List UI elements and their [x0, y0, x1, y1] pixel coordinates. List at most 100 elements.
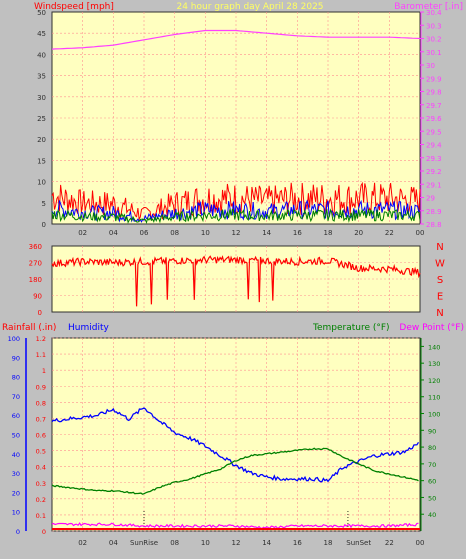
humidity-tick-label: 40 [12, 451, 20, 459]
temperature-tick-label: 120 [428, 377, 440, 385]
temperature-tick-label: 50 [428, 494, 436, 502]
rain-tick-label: 0 [42, 528, 46, 536]
climate-x-tick-label: 00 [416, 539, 425, 547]
climate-x-tick-label: 10 [201, 539, 210, 547]
temperature-tick-label: 40 [428, 511, 436, 519]
humidity-tick-label: 90 [12, 354, 20, 362]
barometer-tick-label: 29.3 [426, 155, 442, 163]
rain-tick-label: 0.5 [36, 448, 46, 456]
climate-x-tick-label: 04 [109, 539, 118, 547]
windspeed-tick-label: 25 [37, 115, 46, 123]
rain-tick-label: 1 [42, 367, 46, 375]
windspeed-tick-label: 10 [37, 179, 46, 187]
barometer-tick-label: 29.6 [426, 115, 442, 123]
rain-tick-label: 1.2 [36, 335, 46, 343]
rain-tick-label: 0.8 [36, 399, 46, 407]
direction-tick-label: 360 [29, 243, 42, 251]
barometer-tick-label: 29.2 [426, 168, 442, 176]
temperature-tick-label: 80 [428, 444, 436, 452]
temperature-legend-label: Temperature (°F) [312, 323, 390, 333]
barometer-axis-title: Barometer [.in] [394, 2, 463, 12]
windspeed-axis-title: Windspeed [mph] [34, 2, 114, 12]
direction-tick-label: 0 [38, 309, 42, 317]
climate-x-tick-label: 14 [262, 539, 271, 547]
rain-tick-label: 0.7 [36, 415, 46, 423]
windspeed-tick-label: 30 [37, 94, 46, 102]
humidity-tick-label: 10 [12, 509, 20, 517]
humidity-tick-label: 50 [12, 432, 20, 440]
climate-x-tick-label: 08 [170, 539, 179, 547]
climate-x-tick-label: SunSet [346, 539, 371, 547]
barometer-tick-label: 29.8 [426, 89, 442, 97]
climate-x-tick-label: 16 [293, 539, 302, 547]
rain-tick-label: 0.9 [36, 383, 46, 391]
barometer-tick-label: 30.4 [426, 9, 442, 17]
compass-label: E [437, 292, 443, 303]
graph-title: 24 hour graph day April 28 2025 [176, 2, 323, 12]
climate-x-tick-label: 12 [232, 539, 241, 547]
windspeed-tick-label: 35 [37, 73, 46, 81]
windspeed-tick-label: 0 [42, 221, 46, 229]
climate-x-tick-label: 18 [324, 539, 333, 547]
climate-x-tick-label: SunRise [130, 539, 158, 547]
dewpoint-series-line [51, 522, 419, 530]
compass-label: N [436, 242, 443, 253]
wind-x-tick-label: 22 [385, 229, 394, 237]
wind-x-tick-label: 18 [324, 229, 333, 237]
humidity-legend-label: Humidity [68, 323, 109, 333]
temperature-tick-label: 130 [428, 360, 440, 368]
barometer-tick-label: 29.4 [426, 142, 442, 150]
barometer-tick-label: 29.7 [426, 102, 442, 110]
direction-tick-label: 90 [33, 293, 42, 301]
wind-x-tick-label: 02 [78, 229, 87, 237]
wind-x-tick-label: 12 [232, 229, 241, 237]
climate-x-tick-label: 22 [385, 539, 394, 547]
direction-tick-label: 180 [29, 276, 42, 284]
barometer-tick-label: 28.8 [426, 221, 442, 229]
windspeed-tick-label: 20 [37, 136, 46, 144]
wind-x-tick-label: 00 [416, 229, 425, 237]
barometer-tick-label: 29 [426, 195, 435, 203]
barometer-tick-label: 29.5 [426, 128, 442, 136]
barometer-tick-label: 30.3 [426, 22, 442, 30]
barometer-tick-label: 29.1 [426, 181, 442, 189]
rain-tick-label: 0.1 [36, 512, 46, 520]
barometer-tick-label: 30 [426, 62, 435, 70]
temperature-tick-label: 70 [428, 461, 436, 469]
temperature-tick-label: 60 [428, 478, 436, 486]
rainfall-legend-label: Rainfall (.in) [2, 323, 56, 333]
rain-tick-label: 0.4 [36, 464, 46, 472]
wind-x-tick-label: 10 [201, 229, 210, 237]
climate-x-tick-label: 02 [78, 539, 87, 547]
wind-x-tick-label: 16 [293, 229, 302, 237]
rain-tick-label: 0.2 [36, 496, 46, 504]
temperature-tick-label: 110 [428, 394, 440, 402]
wind-x-tick-label: 08 [170, 229, 179, 237]
barometer-tick-label: 28.9 [426, 208, 442, 216]
windspeed-tick-label: 45 [37, 30, 46, 38]
rain-tick-label: 0.6 [36, 432, 46, 440]
compass-label: N [436, 308, 443, 319]
humidity-tick-label: 20 [12, 489, 20, 497]
compass-label: W [435, 259, 445, 270]
wind-average-trace [51, 208, 421, 224]
wind-x-tick-label: 20 [354, 229, 363, 237]
direction-tick-label: 270 [29, 260, 42, 268]
rain-tick-label: 1.1 [36, 351, 46, 359]
wind-x-tick-label: 06 [140, 229, 149, 237]
windspeed-tick-label: 15 [37, 157, 46, 165]
temperature-tick-label: 140 [428, 343, 440, 351]
barometer-tick-label: 30.1 [426, 49, 442, 57]
barometer-tick-label: 29.9 [426, 75, 442, 83]
humidity-tick-label: 80 [12, 374, 20, 382]
temperature-tick-label: 100 [428, 411, 440, 419]
temperature-series-line [51, 447, 419, 495]
humidity-tick-label: 0 [16, 528, 20, 536]
dewpoint-legend-label: Dew Point (°F) [399, 323, 464, 333]
compass-label: S [437, 275, 443, 286]
windspeed-tick-label: 5 [42, 200, 46, 208]
temperature-tick-label: 90 [428, 427, 436, 435]
humidity-tick-label: 70 [12, 393, 20, 401]
